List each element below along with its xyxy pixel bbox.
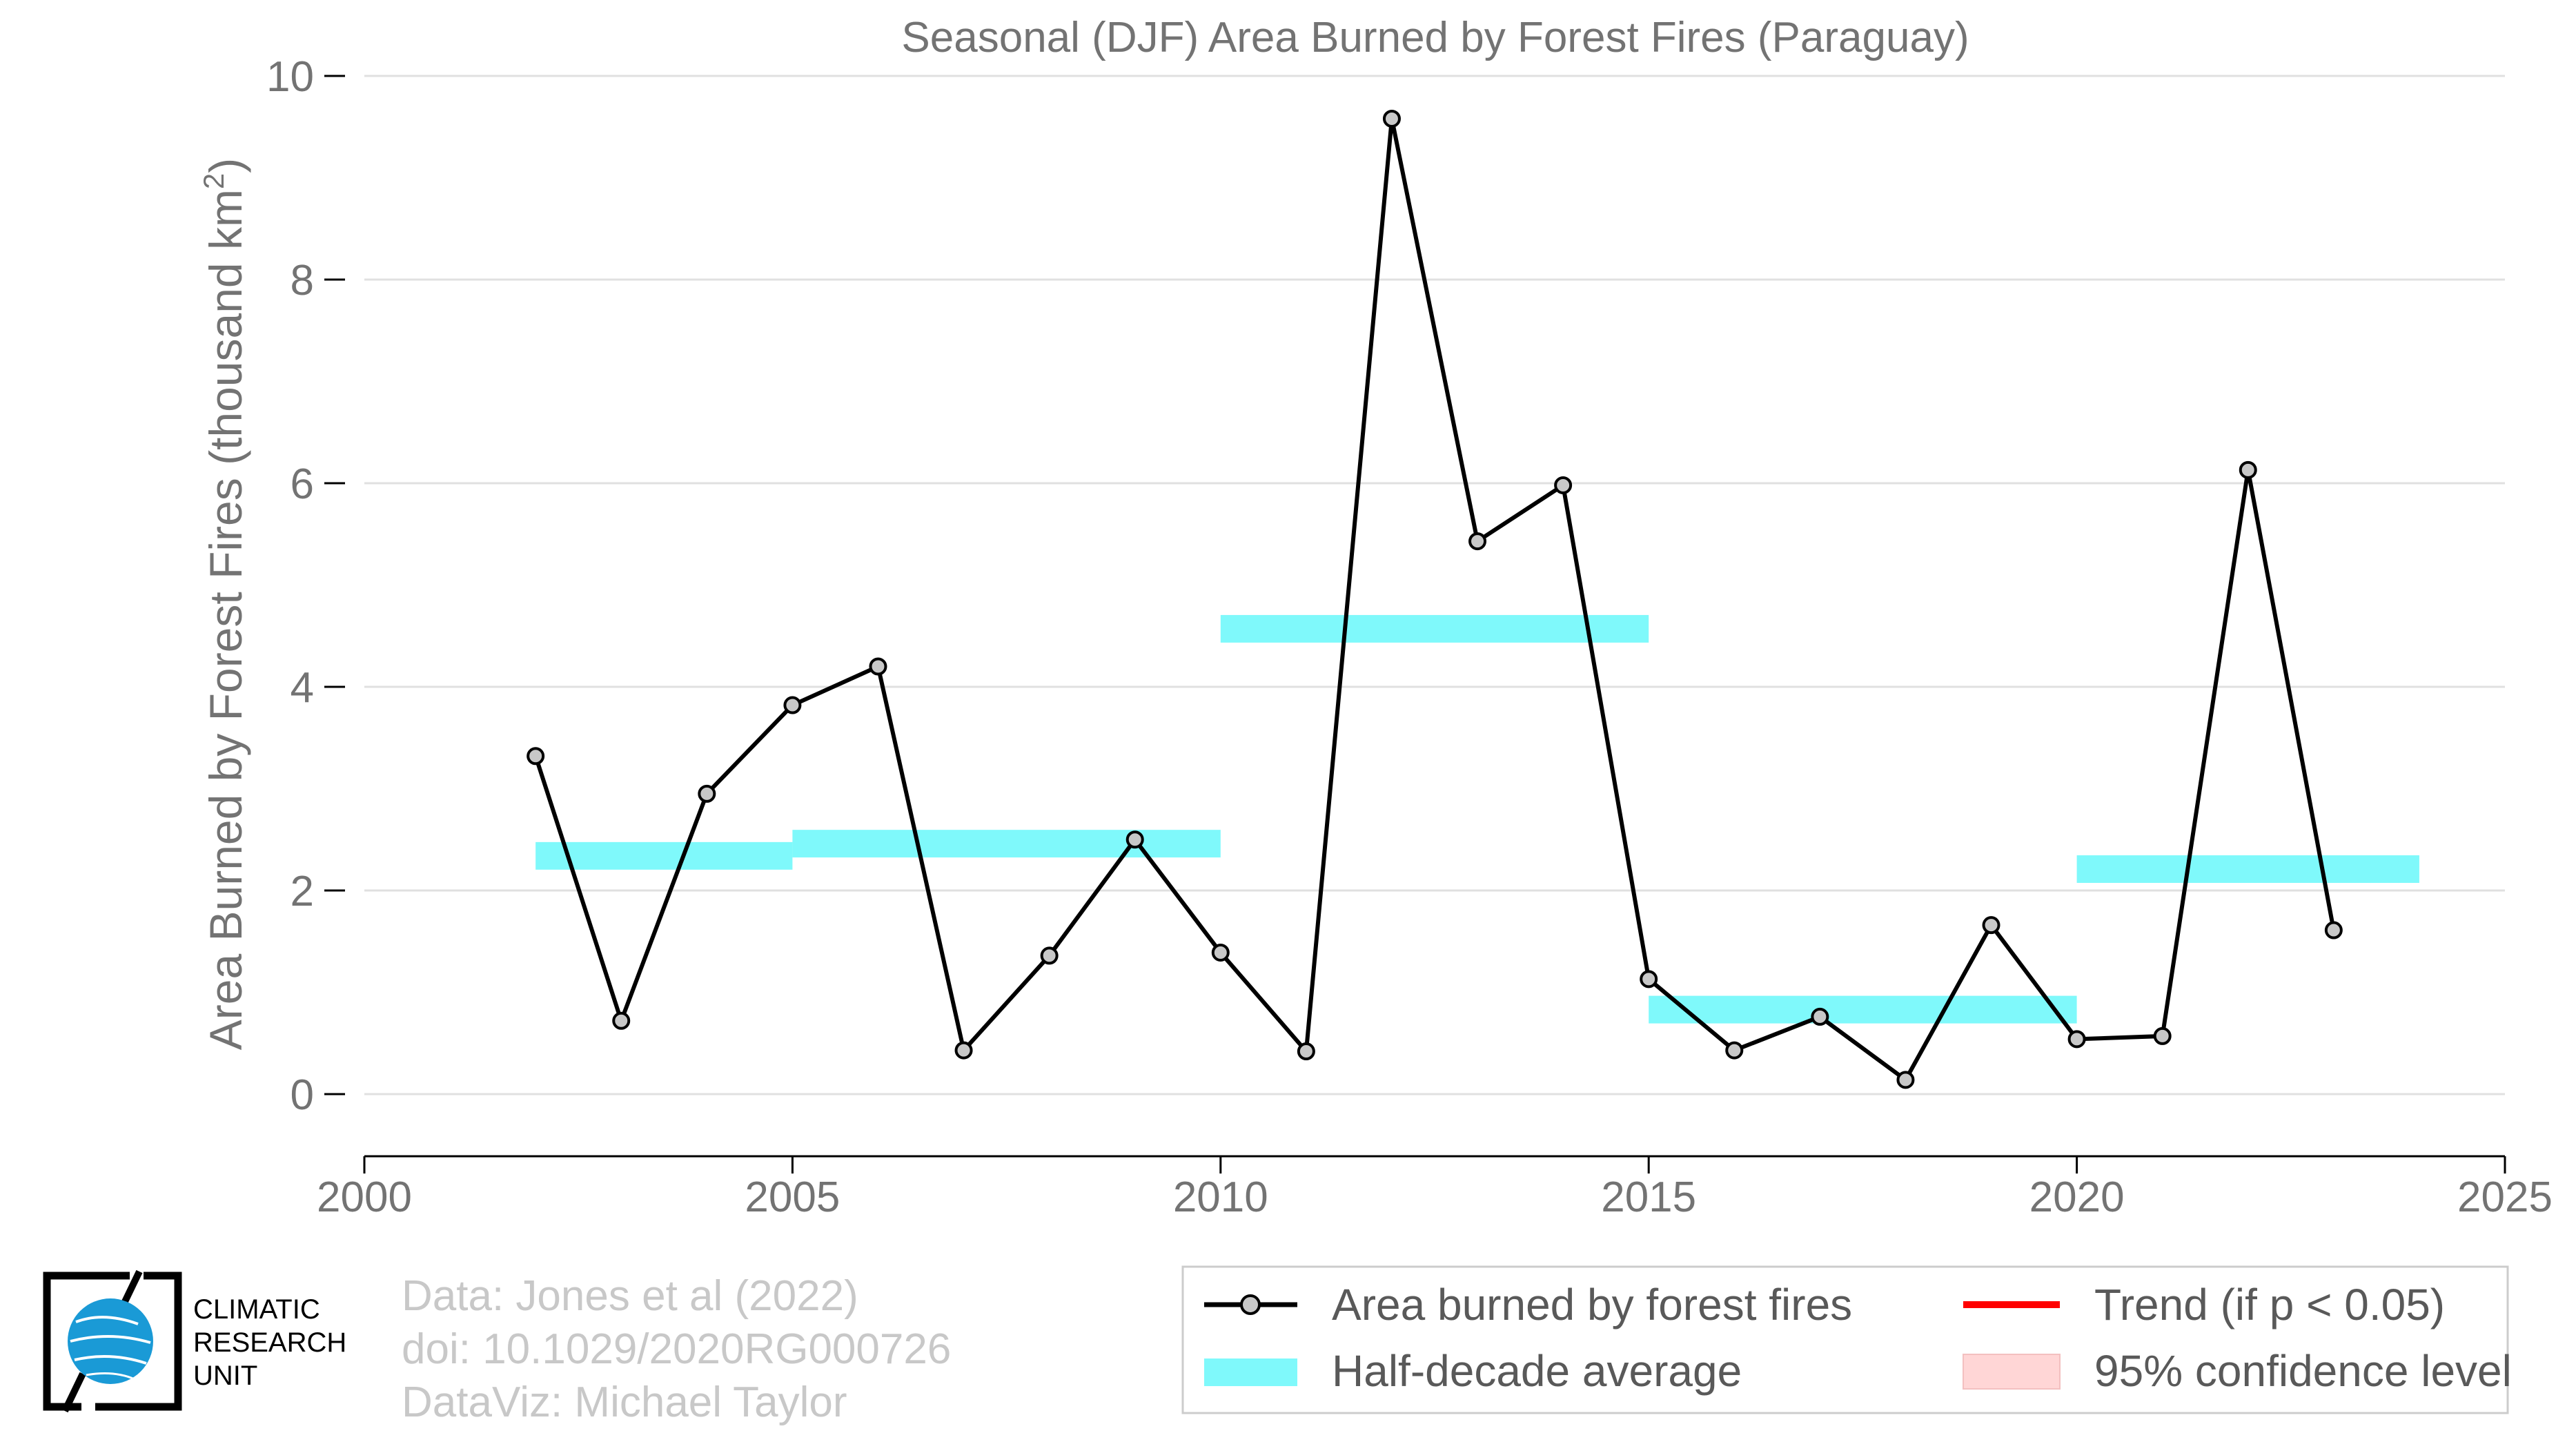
data-point bbox=[2324, 921, 2343, 939]
logo-bracket-right bbox=[95, 1272, 182, 1411]
legend-label: Trend (if p < 0.05) bbox=[2094, 1280, 2445, 1330]
x-tick-label: 2000 bbox=[317, 1174, 412, 1221]
y-tick-label: 10 bbox=[266, 53, 314, 101]
area-burned-series bbox=[533, 118, 2336, 1083]
logo-line-1: CLIMATIC bbox=[193, 1294, 320, 1325]
half-decade-average-series bbox=[535, 614, 2419, 1024]
y-axis-label-sup: 2 bbox=[197, 173, 230, 189]
data-point bbox=[1811, 1007, 1829, 1026]
credit-data-source: Data: Jones et al (2022) bbox=[402, 1272, 858, 1320]
y-tick-label: 0 bbox=[291, 1071, 314, 1119]
half-decade-band bbox=[2076, 855, 2419, 884]
credit-doi: doi: 10.1029/2020RG000726 bbox=[402, 1325, 951, 1373]
data-point bbox=[698, 784, 716, 803]
data-point bbox=[1468, 532, 1487, 551]
y-tick-labels: 0 2 4 6 8 10 bbox=[266, 53, 345, 1119]
legend-label: Half-decade average bbox=[1332, 1346, 1742, 1396]
legend: Area burned by forest fires Trend (if p … bbox=[1181, 1265, 2512, 1414]
chart-title: Seasonal (DJF) Area Burned by Forest Fir… bbox=[901, 14, 1969, 61]
x-ticks: 2000 2005 2010 2015 2020 2025 bbox=[317, 1156, 2553, 1221]
data-point bbox=[1125, 830, 1144, 849]
cru-logo: CLIMATIC RESEARCH UNIT bbox=[43, 1269, 346, 1413]
data-point bbox=[1297, 1042, 1315, 1061]
data-point bbox=[1640, 970, 1658, 989]
legend-item-half-decade-average: Half-decade average bbox=[1204, 1346, 1742, 1396]
x-tick-label: 2020 bbox=[2029, 1174, 2125, 1221]
logo-line-2: RESEARCH bbox=[193, 1327, 346, 1358]
x-tick-label: 2025 bbox=[2457, 1174, 2553, 1221]
data-point bbox=[527, 747, 545, 766]
y-tick-label: 8 bbox=[291, 257, 314, 304]
y-tick-label: 2 bbox=[291, 868, 314, 915]
credit-dataviz: DataViz: Michael Taylor bbox=[402, 1379, 847, 1426]
x-tick-label: 2015 bbox=[1601, 1174, 1696, 1221]
y-tick-label: 6 bbox=[291, 460, 314, 508]
legend-label: Area burned by forest fires bbox=[1332, 1280, 1852, 1330]
logo-slash-bottom bbox=[61, 1372, 86, 1413]
half-decade-band bbox=[1649, 995, 2077, 1024]
x-tick-label: 2010 bbox=[1173, 1174, 1268, 1221]
legend-label: 95% confidence level bbox=[2094, 1346, 2512, 1396]
series-line bbox=[533, 118, 2336, 1083]
data-point bbox=[1040, 946, 1059, 965]
legend-patch-icon bbox=[1963, 1354, 2061, 1390]
data-point bbox=[1725, 1041, 1744, 1060]
legend-marker-icon bbox=[1240, 1294, 1261, 1315]
legend-item-confidence: 95% confidence level bbox=[1963, 1346, 2512, 1396]
y-axis-label-main: Area Burned by Forest Fires (thousand km bbox=[200, 189, 251, 1050]
data-point bbox=[1382, 109, 1401, 128]
legend-box bbox=[1181, 1265, 2509, 1414]
legend-item-trend: Trend (if p < 0.05) bbox=[1963, 1280, 2445, 1330]
half-decade-band bbox=[1220, 614, 1649, 643]
data-point bbox=[1896, 1071, 1915, 1089]
data-point bbox=[1554, 476, 1573, 494]
gridlines bbox=[364, 75, 2505, 1095]
data-point bbox=[1211, 943, 1230, 962]
data-point bbox=[869, 657, 887, 676]
legend-item-area-burned: Area burned by forest fires bbox=[1204, 1280, 1852, 1330]
data-point bbox=[1982, 916, 2000, 935]
half-decade-band bbox=[535, 841, 793, 870]
y-tick-label: 4 bbox=[291, 664, 314, 712]
series-markers bbox=[527, 109, 2343, 1089]
data-point bbox=[2153, 1026, 2172, 1045]
data-point bbox=[2067, 1030, 2086, 1049]
data-point bbox=[954, 1041, 973, 1060]
globe-logo-icon bbox=[68, 1298, 153, 1384]
legend-band-icon bbox=[1204, 1359, 1297, 1386]
x-tick-label: 2005 bbox=[745, 1174, 840, 1221]
half-decade-band bbox=[792, 830, 1221, 858]
y-axis-label-end: ) bbox=[200, 158, 251, 173]
logo-line-3: UNIT bbox=[193, 1361, 257, 1391]
y-axis-label: Area Burned by Forest Fires (thousand km… bbox=[197, 158, 251, 1051]
data-point bbox=[783, 696, 802, 714]
data-point bbox=[612, 1011, 631, 1030]
data-point bbox=[2239, 460, 2257, 479]
